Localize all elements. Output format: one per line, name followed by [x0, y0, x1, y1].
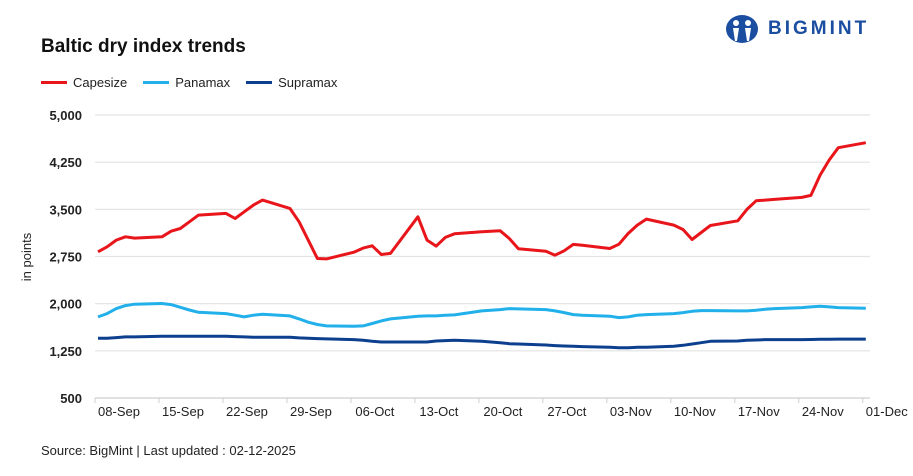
legend-item-panamax: Panamax [143, 75, 230, 90]
y-tick-label: 4,250 [49, 155, 82, 170]
x-tick-label: 08-Sep [98, 404, 140, 419]
legend-label: Supramax [278, 75, 338, 90]
legend-item-capesize: Capesize [41, 75, 127, 90]
x-tick-label: 01-Dec [866, 404, 908, 419]
series-line-panamax [97, 302, 866, 328]
source-note: Source: BigMint | Last updated : 02-12-2… [41, 443, 296, 458]
y-tick-label: 5,000 [49, 108, 82, 123]
legend-label: Panamax [175, 75, 231, 90]
chart-title: Baltic dry index trends [41, 36, 246, 57]
x-tick-label: 03-Nov [610, 404, 652, 419]
y-tick-label: 2,000 [49, 297, 82, 312]
x-tick-label: 10-Nov [674, 404, 716, 419]
y-tick-label: 2,750 [49, 250, 82, 265]
legend-label: Capesize [73, 75, 128, 90]
y-axis-label: in points [19, 232, 34, 281]
x-tick-label: 06-Oct [355, 404, 394, 419]
legend-swatch-capesize [41, 81, 67, 84]
x-tick-label: 15-Sep [162, 404, 204, 419]
legend-swatch-supramax [246, 81, 273, 84]
legend: Capesize Panamax Supramax [41, 75, 337, 90]
x-tick-label: 13-Oct [419, 404, 458, 419]
bigmint-logo: BIGMINT [724, 14, 869, 44]
x-tick-label: 29-Sep [290, 404, 332, 419]
series-line-supramax [98, 334, 866, 350]
x-tick-label: 17-Nov [738, 404, 780, 419]
legend-swatch-panamax [143, 81, 170, 84]
y-tick-label: 500 [60, 391, 82, 406]
series-line-capesize [97, 141, 867, 261]
y-tick-label: 1,250 [49, 344, 82, 359]
x-tick-label: 24-Nov [802, 404, 844, 419]
x-tick-label: 20-Oct [483, 404, 522, 419]
x-tick-label: 22-Sep [226, 404, 268, 419]
bigmint-logo-icon [726, 15, 758, 43]
logo-text: BIGMINT [768, 18, 870, 39]
y-tick-label: 3,500 [49, 202, 82, 217]
x-tick-label: 27-Oct [547, 404, 586, 419]
legend-item-supramax: Supramax [246, 75, 337, 90]
